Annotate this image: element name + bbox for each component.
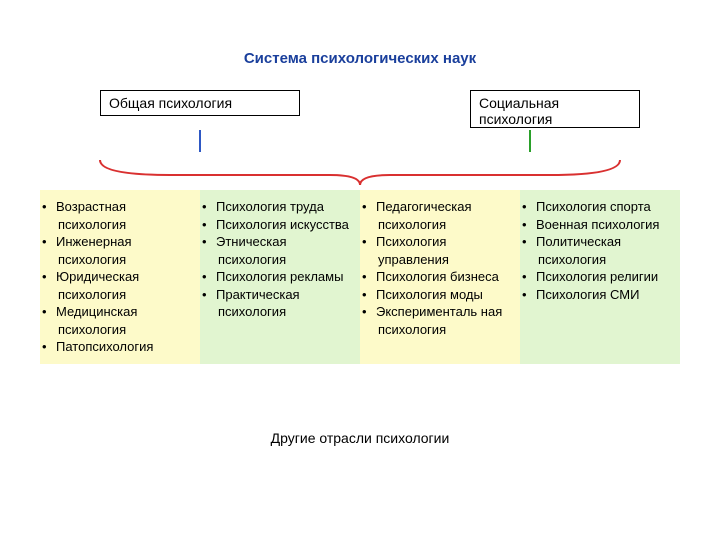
list-item: •Психология искусства: [210, 216, 350, 234]
list-item: •Политическая психология: [530, 233, 670, 268]
list-item: •Патопсихология: [50, 338, 190, 356]
list-item: •Психология труда: [210, 198, 350, 216]
bullet-icon: •: [50, 338, 56, 356]
connector-brace: [80, 130, 640, 190]
list-item: •Военная психология: [530, 216, 670, 234]
list-item: •Психология моды: [370, 286, 510, 304]
bullet-icon: •: [530, 286, 536, 304]
list-item: •Эксперименталь ная психология: [370, 303, 510, 338]
bullet-icon: •: [530, 198, 536, 216]
column-3: •Педагогическая психология•Психология уп…: [360, 190, 520, 364]
bullet-icon: •: [210, 233, 216, 251]
bullet-icon: •: [50, 268, 56, 286]
list-item: •Практическая психология: [210, 286, 350, 321]
bullet-icon: •: [530, 233, 536, 251]
bullet-icon: •: [530, 268, 536, 286]
bullet-icon: •: [370, 233, 376, 251]
bullet-icon: •: [370, 303, 376, 321]
columns: •Возрастная психология•Инженерная психол…: [40, 190, 680, 364]
list-item: •Психология рекламы: [210, 268, 350, 286]
list-item: •Психология управления: [370, 233, 510, 268]
list-item: •Инженерная психология: [50, 233, 190, 268]
list-item: •Психология бизнеса: [370, 268, 510, 286]
list-item: •Педагогическая психология: [370, 198, 510, 233]
bullet-icon: •: [50, 233, 56, 251]
bullet-icon: •: [530, 216, 536, 234]
list-item: •Медицинская психология: [50, 303, 190, 338]
list-item: •Возрастная психология: [50, 198, 190, 233]
top-box-general: Общая психология: [100, 90, 300, 116]
column-4: •Психология спорта•Военная психология•По…: [520, 190, 680, 364]
column-1: •Возрастная психология•Инженерная психол…: [40, 190, 200, 364]
list-item: •Психология СМИ: [530, 286, 670, 304]
top-box-social: Социальная психология: [470, 90, 640, 128]
bullet-icon: •: [370, 286, 376, 304]
diagram-title: Система психологических наук: [0, 50, 720, 67]
list-item: •Юридическая психология: [50, 268, 190, 303]
bullet-icon: •: [210, 286, 216, 304]
list-item: •Психология спорта: [530, 198, 670, 216]
bullet-icon: •: [210, 198, 216, 216]
list-item: •Психология религии: [530, 268, 670, 286]
list-item: •Этническая психология: [210, 233, 350, 268]
column-2: •Психология труда•Психология искусства•Э…: [200, 190, 360, 364]
bullet-icon: •: [50, 303, 56, 321]
bullet-icon: •: [50, 198, 56, 216]
bullet-icon: •: [210, 268, 216, 286]
bullet-icon: •: [370, 268, 376, 286]
bottom-caption: Другие отрасли психологии: [0, 430, 720, 446]
bullet-icon: •: [210, 216, 216, 234]
bullet-icon: •: [370, 198, 376, 216]
